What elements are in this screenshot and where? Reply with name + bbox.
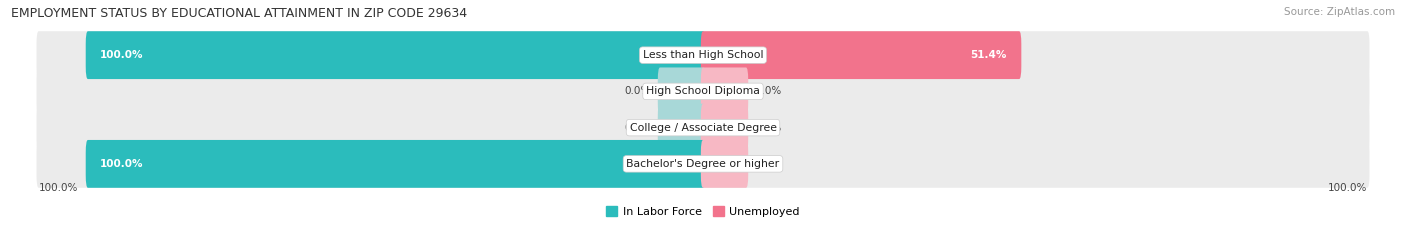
Text: Source: ZipAtlas.com: Source: ZipAtlas.com: [1284, 7, 1395, 17]
Text: 51.4%: 51.4%: [970, 50, 1007, 60]
FancyBboxPatch shape: [700, 68, 748, 115]
FancyBboxPatch shape: [658, 68, 706, 115]
FancyBboxPatch shape: [700, 104, 748, 151]
Text: College / Associate Degree: College / Associate Degree: [630, 123, 776, 133]
Text: 100.0%: 100.0%: [100, 50, 143, 60]
Text: 0.0%: 0.0%: [755, 86, 782, 96]
Legend: In Labor Force, Unemployed: In Labor Force, Unemployed: [602, 202, 804, 221]
Text: 100.0%: 100.0%: [1327, 183, 1367, 193]
FancyBboxPatch shape: [37, 104, 1369, 151]
Text: 0.0%: 0.0%: [755, 123, 782, 133]
Text: High School Diploma: High School Diploma: [647, 86, 759, 96]
FancyBboxPatch shape: [700, 140, 748, 188]
Text: 0.0%: 0.0%: [755, 159, 782, 169]
Text: Bachelor's Degree or higher: Bachelor's Degree or higher: [627, 159, 779, 169]
Text: 0.0%: 0.0%: [624, 86, 651, 96]
FancyBboxPatch shape: [658, 104, 706, 151]
FancyBboxPatch shape: [700, 31, 1021, 79]
FancyBboxPatch shape: [86, 31, 706, 79]
Text: Less than High School: Less than High School: [643, 50, 763, 60]
FancyBboxPatch shape: [86, 140, 706, 188]
Text: EMPLOYMENT STATUS BY EDUCATIONAL ATTAINMENT IN ZIP CODE 29634: EMPLOYMENT STATUS BY EDUCATIONAL ATTAINM…: [11, 7, 467, 20]
Text: 100.0%: 100.0%: [100, 159, 143, 169]
Text: 100.0%: 100.0%: [38, 183, 79, 193]
Text: 0.0%: 0.0%: [624, 123, 651, 133]
FancyBboxPatch shape: [37, 140, 1369, 188]
FancyBboxPatch shape: [37, 31, 1369, 79]
FancyBboxPatch shape: [37, 68, 1369, 115]
